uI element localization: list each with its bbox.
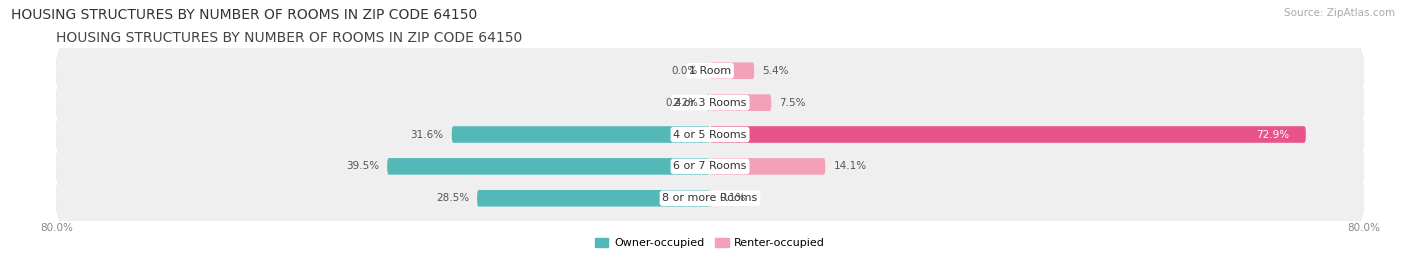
Text: 4 or 5 Rooms: 4 or 5 Rooms <box>673 129 747 140</box>
Text: 14.1%: 14.1% <box>834 161 866 171</box>
FancyBboxPatch shape <box>710 94 772 111</box>
FancyBboxPatch shape <box>55 42 1365 100</box>
FancyBboxPatch shape <box>477 190 710 207</box>
FancyBboxPatch shape <box>710 158 825 175</box>
FancyBboxPatch shape <box>55 169 1365 227</box>
FancyBboxPatch shape <box>55 137 1365 195</box>
Text: 72.9%: 72.9% <box>1257 129 1289 140</box>
FancyBboxPatch shape <box>55 42 1365 100</box>
FancyBboxPatch shape <box>55 170 1365 228</box>
Text: 39.5%: 39.5% <box>346 161 380 171</box>
Text: HOUSING STRUCTURES BY NUMBER OF ROOMS IN ZIP CODE 64150: HOUSING STRUCTURES BY NUMBER OF ROOMS IN… <box>11 8 478 22</box>
FancyBboxPatch shape <box>707 94 710 111</box>
Text: 7.5%: 7.5% <box>779 98 806 108</box>
FancyBboxPatch shape <box>55 106 1365 164</box>
FancyBboxPatch shape <box>55 138 1365 196</box>
Text: 0.0%: 0.0% <box>672 66 697 76</box>
FancyBboxPatch shape <box>55 74 1365 132</box>
Text: 6 or 7 Rooms: 6 or 7 Rooms <box>673 161 747 171</box>
Text: 2 or 3 Rooms: 2 or 3 Rooms <box>673 98 747 108</box>
Legend: Owner-occupied, Renter-occupied: Owner-occupied, Renter-occupied <box>591 234 830 253</box>
FancyBboxPatch shape <box>55 105 1365 164</box>
Text: Source: ZipAtlas.com: Source: ZipAtlas.com <box>1284 8 1395 18</box>
FancyBboxPatch shape <box>55 74 1365 132</box>
FancyBboxPatch shape <box>451 126 710 143</box>
Text: HOUSING STRUCTURES BY NUMBER OF ROOMS IN ZIP CODE 64150: HOUSING STRUCTURES BY NUMBER OF ROOMS IN… <box>56 31 523 45</box>
FancyBboxPatch shape <box>387 158 710 175</box>
Text: 28.5%: 28.5% <box>436 193 470 203</box>
Text: 1 Room: 1 Room <box>689 66 731 76</box>
Text: 5.4%: 5.4% <box>762 66 789 76</box>
FancyBboxPatch shape <box>710 62 754 79</box>
Text: 0.42%: 0.42% <box>665 98 699 108</box>
Text: 8 or more Rooms: 8 or more Rooms <box>662 193 758 203</box>
FancyBboxPatch shape <box>709 190 711 207</box>
Text: 31.6%: 31.6% <box>411 129 444 140</box>
FancyBboxPatch shape <box>710 126 1306 143</box>
Text: 0.1%: 0.1% <box>718 193 745 203</box>
